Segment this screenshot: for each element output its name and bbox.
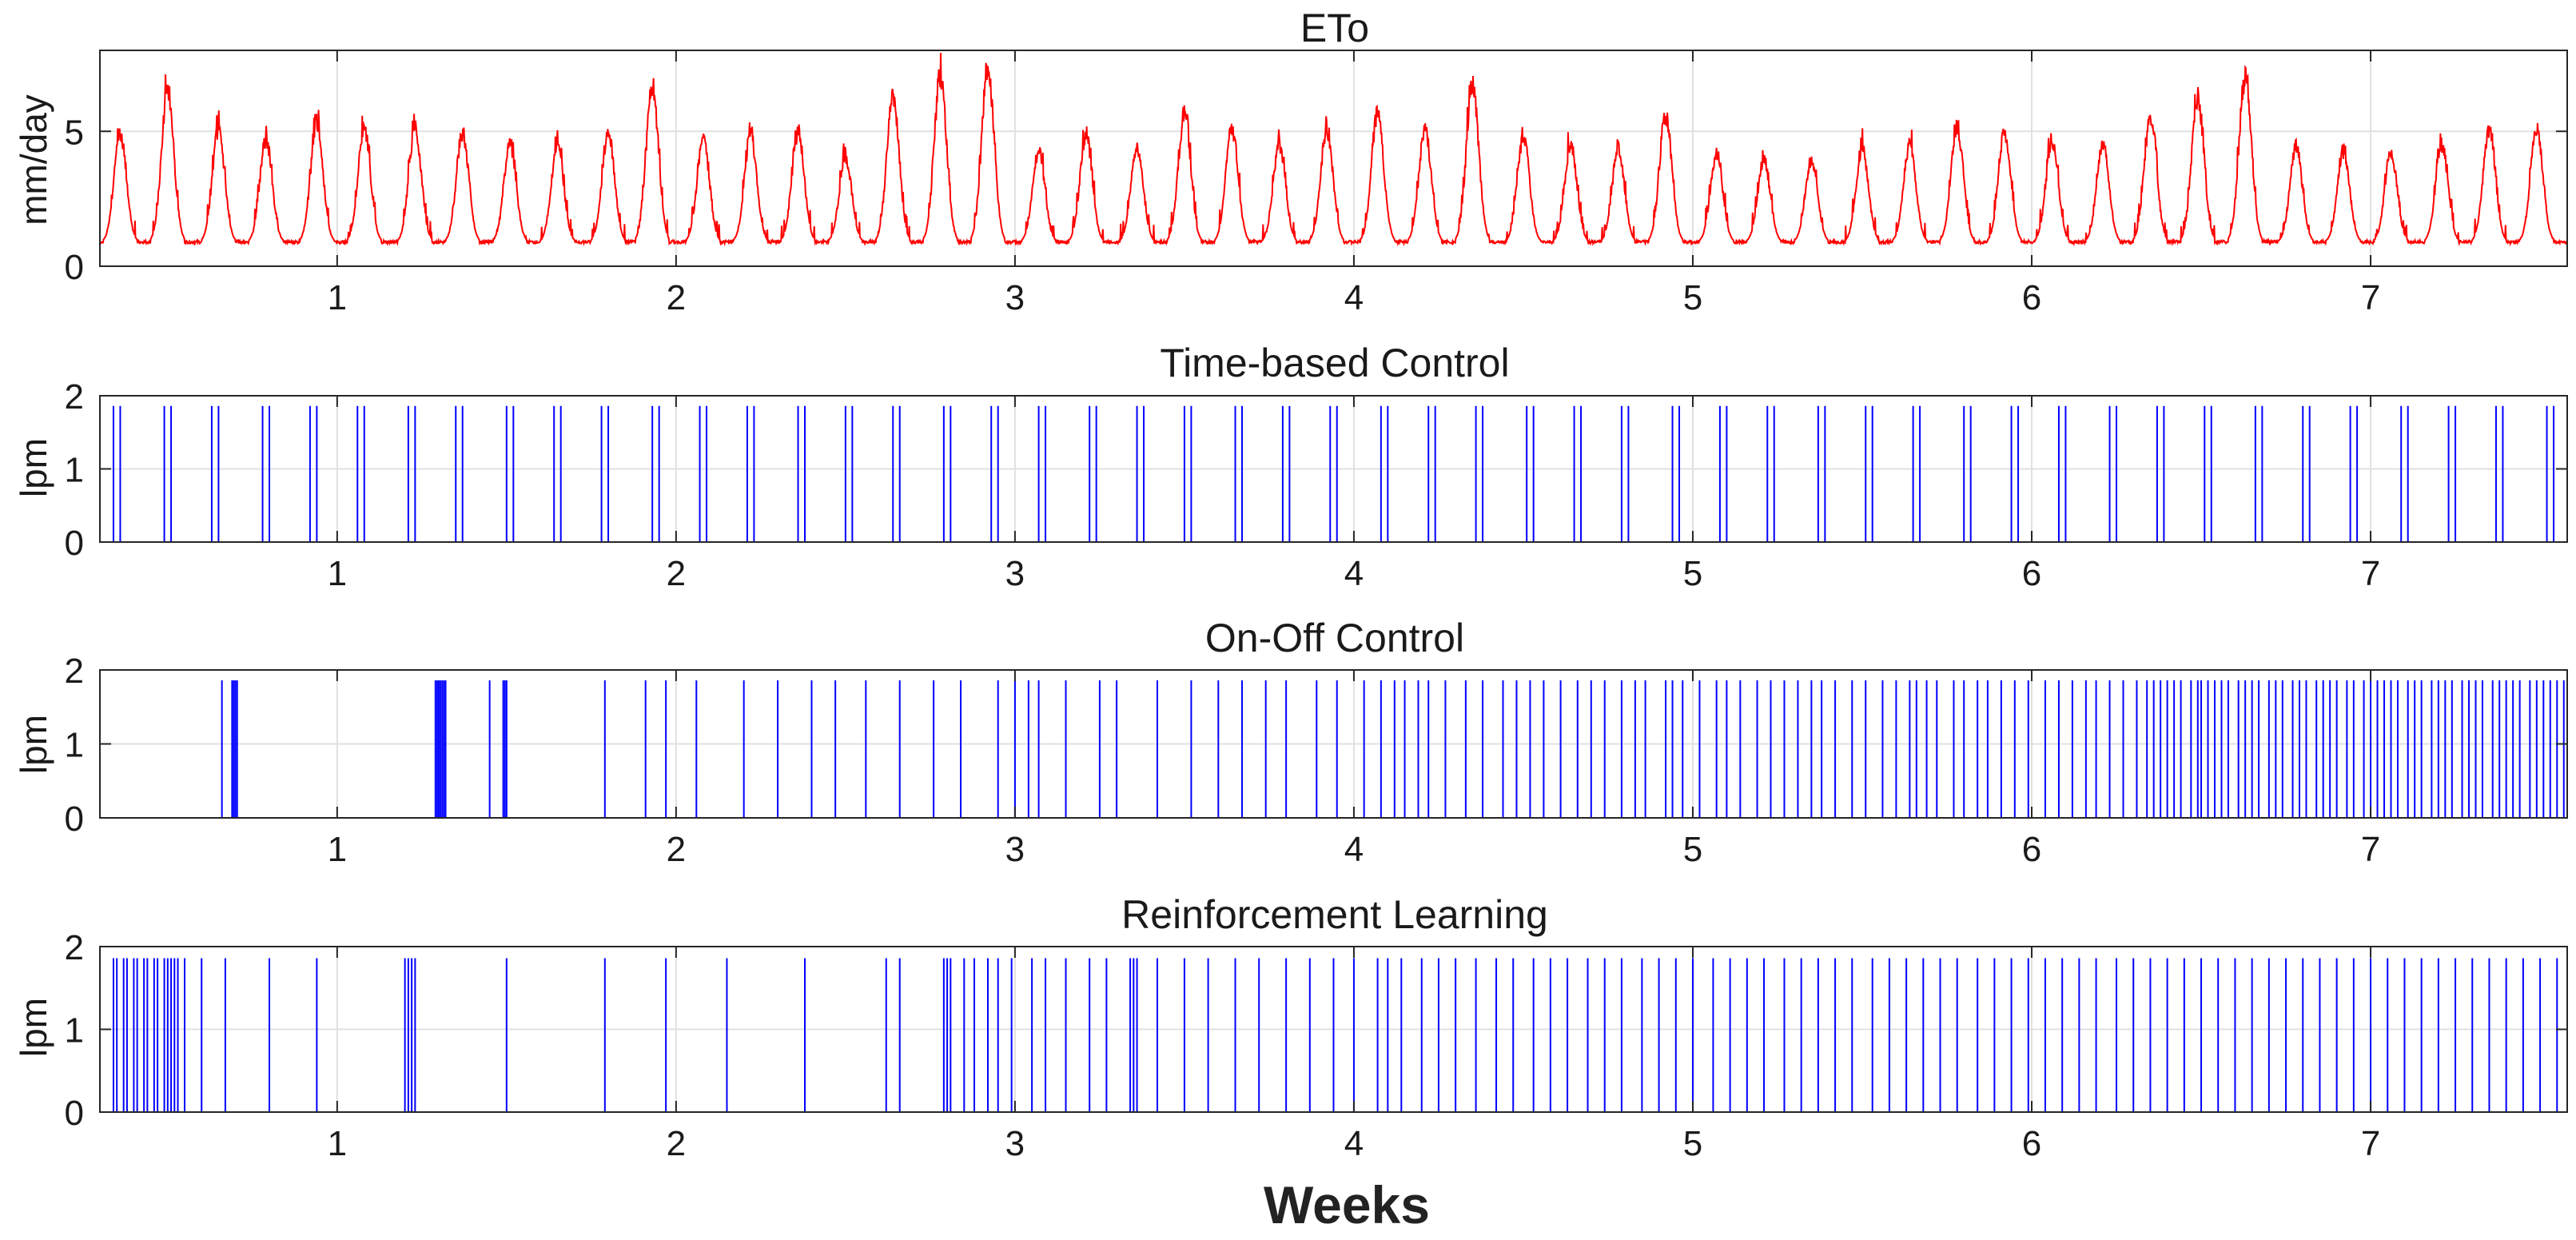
y-tick-label: 1 bbox=[65, 451, 84, 490]
y-tick-label: 2 bbox=[65, 928, 84, 967]
x-tick-label: 3 bbox=[1005, 830, 1025, 869]
x-tick-label: 1 bbox=[328, 554, 347, 593]
y-tick-label: 0 bbox=[65, 1094, 84, 1133]
y-tick-label: 2 bbox=[65, 652, 84, 691]
y-tick-label: 1 bbox=[65, 1011, 84, 1051]
panel-title-rl: Reinforcement Learning bbox=[1121, 892, 1548, 937]
x-tick-label: 2 bbox=[667, 830, 686, 869]
y-tick-label: 1 bbox=[65, 726, 84, 765]
series-line-eto bbox=[99, 52, 2568, 247]
x-tick-label: 6 bbox=[2022, 278, 2041, 317]
x-tick-label: 3 bbox=[1005, 554, 1025, 593]
x-tick-label: 4 bbox=[1344, 830, 1364, 869]
panel-rl: 1 2 3 4 5 6 7 0 1 2 bbox=[65, 928, 2568, 1163]
x-tick-label: 6 bbox=[2022, 830, 2041, 869]
panel-on-off: 1 2 3 4 5 6 7 0 1 2 bbox=[65, 652, 2568, 869]
x-tick-label: 4 bbox=[1344, 278, 1364, 317]
panel-title-on-off: On-Off Control bbox=[1205, 616, 1464, 660]
plot-area: 1 2 3 4 5 6 7 0 5 1 2 3 4 5 6 7 0 1 2 1 2 3 4 5 6 7 0 1 2 1 2 3 4 5 6 7 0 1 2 bbox=[65, 50, 2568, 1163]
y-tick-label: 0 bbox=[65, 799, 84, 839]
panel-eto: 1 2 3 4 5 6 7 0 5 bbox=[65, 50, 2568, 317]
panel-time-based: 1 2 3 4 5 6 7 0 1 2 bbox=[65, 377, 2568, 593]
x-tick-label: 5 bbox=[1683, 554, 1702, 593]
x-tick-label: 1 bbox=[328, 1124, 347, 1163]
x-tick-label: 5 bbox=[1683, 278, 1702, 317]
x-tick-label: 5 bbox=[1683, 1124, 1702, 1163]
panel-ylabel-on-off: lpm bbox=[13, 715, 54, 774]
y-tick-label: 2 bbox=[65, 377, 84, 417]
x-tick-label: 4 bbox=[1344, 1124, 1364, 1163]
x-tick-label: 1 bbox=[328, 830, 347, 869]
panel-ylabel-time-based: lpm bbox=[13, 438, 54, 497]
panel-ylabel-rl: lpm bbox=[13, 998, 54, 1057]
x-tick-label: 3 bbox=[1005, 278, 1025, 317]
x-tick-label: 6 bbox=[2022, 554, 2041, 593]
x-tick-label: 1 bbox=[328, 278, 347, 317]
panel-title-eto: ETo bbox=[1300, 6, 1369, 50]
x-tick-label: 7 bbox=[2361, 278, 2380, 317]
x-tick-label: 3 bbox=[1005, 1124, 1025, 1163]
y-tick-label: 5 bbox=[65, 113, 84, 152]
x-tick-label: 6 bbox=[2022, 1124, 2041, 1163]
x-axis-label: Weeks bbox=[1264, 1175, 1430, 1234]
x-tick-label: 4 bbox=[1344, 554, 1364, 593]
x-tick-label: 7 bbox=[2361, 1124, 2380, 1163]
x-tick-label: 5 bbox=[1683, 830, 1702, 869]
x-tick-label: 2 bbox=[667, 1124, 686, 1163]
x-tick-label: 7 bbox=[2361, 830, 2380, 869]
axes-box-eto bbox=[99, 50, 2568, 267]
y-tick-label: 0 bbox=[65, 524, 84, 563]
panel-title-time-based: Time-based Control bbox=[1160, 341, 1509, 385]
x-tick-label: 2 bbox=[667, 554, 686, 593]
x-tick-label: 2 bbox=[667, 278, 686, 317]
y-tick-label: 0 bbox=[65, 248, 84, 287]
panel-ylabel-eto: mm/day bbox=[13, 94, 54, 225]
x-tick-label: 7 bbox=[2361, 554, 2380, 593]
